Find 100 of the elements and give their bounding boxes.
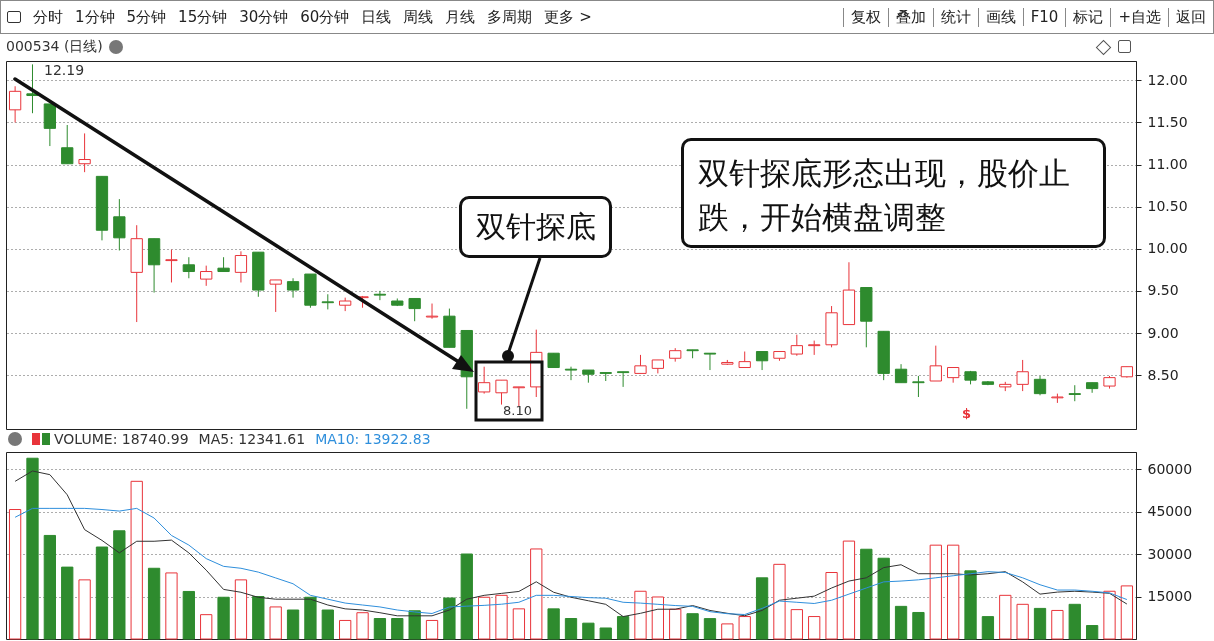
text: 标记 [1065, 7, 1111, 27]
candlestick [408, 297, 421, 322]
candlestick [703, 352, 717, 371]
text: +自选 [1110, 7, 1168, 27]
candlestick [616, 371, 630, 388]
bar [252, 596, 265, 640]
candlestick [634, 354, 647, 374]
bar [894, 605, 908, 640]
y-tick-label: 8.50 [1147, 366, 1179, 383]
annotation: $ [962, 406, 972, 421]
candlestick [894, 363, 908, 384]
text: F10 [1022, 8, 1066, 26]
annotation: 12.19 [44, 62, 85, 78]
y-tick-label: 11.00 [1147, 156, 1188, 173]
candlestick [61, 124, 74, 165]
candlestick [234, 250, 248, 283]
y-tick-label: 9.50 [1147, 282, 1179, 299]
candlestick [8, 85, 22, 123]
text: 1分钟 [74, 7, 116, 27]
bar [599, 627, 612, 640]
y-tick-label: 12.00 [1147, 71, 1188, 88]
text: 5分钟 [125, 7, 168, 27]
bar [147, 567, 161, 640]
bar [755, 577, 769, 640]
bar [964, 570, 977, 640]
y-tick-label: 15000 [1147, 588, 1193, 604]
y-tick-label: 10.00 [1147, 240, 1188, 257]
line-series [14, 507, 1128, 616]
bar [373, 618, 387, 640]
text: 统计 [932, 7, 978, 27]
bar [217, 596, 230, 640]
y-tick-label: 9.00 [1147, 324, 1179, 341]
bar [443, 597, 456, 640]
text: 15分钟 [177, 7, 229, 27]
bar [95, 546, 109, 640]
candlestick [495, 379, 508, 406]
candlestick [182, 256, 195, 279]
bar [616, 616, 630, 640]
candlestick [564, 366, 578, 381]
bar [564, 618, 578, 640]
candlestick [78, 132, 91, 173]
bar [304, 596, 317, 640]
text: 日线 [360, 7, 393, 27]
candlestick [286, 277, 300, 299]
text: 返回 [1168, 7, 1213, 27]
y-tick-label: 60000 [1147, 460, 1193, 477]
text: MA10: 13922.83 [315, 431, 431, 447]
text: MA5: 12341.61 [198, 431, 306, 447]
bar [182, 590, 195, 640]
text: 多周期 [486, 7, 534, 27]
text: 更多 > [543, 7, 593, 27]
candlestick [790, 334, 803, 357]
bar [43, 534, 57, 640]
candlestick [269, 279, 282, 313]
candlestick [1033, 375, 1047, 396]
text: 60分钟 [299, 7, 351, 27]
y-tick-label: 45000 [1147, 503, 1193, 519]
text: 画线 [977, 7, 1023, 27]
bar [391, 618, 404, 640]
bar [912, 611, 925, 640]
candlestick [200, 265, 213, 287]
candlestick [1016, 359, 1029, 392]
bar [321, 609, 334, 640]
chart-title: 000534 (日线) [6, 38, 103, 56]
bar [582, 622, 595, 640]
text: 复权 [842, 7, 888, 27]
bar [61, 566, 74, 640]
candlestick [373, 290, 387, 301]
bar [1033, 607, 1047, 640]
bar [860, 548, 873, 640]
candlestick [113, 198, 126, 251]
annotation: 双针探底 [459, 196, 612, 258]
y-tick-label: 30000 [1147, 545, 1193, 562]
bar [460, 553, 473, 640]
annotation: 8.10 [503, 403, 532, 418]
candlestick [755, 351, 769, 371]
bar [1085, 625, 1099, 640]
candlestick [165, 249, 178, 283]
bar [877, 557, 890, 640]
y-tick-label: 11.50 [1147, 113, 1188, 130]
text: 30分钟 [238, 7, 290, 27]
bar [286, 609, 300, 640]
bar [1068, 603, 1081, 640]
bar [686, 613, 699, 640]
candlestick [26, 63, 39, 114]
bar [703, 618, 717, 640]
bar [408, 610, 421, 640]
legend-label: VOLUME: 18740.99 [54, 431, 189, 447]
candlestick [912, 375, 925, 398]
candlestick [929, 345, 942, 382]
candlestick [425, 303, 439, 320]
text: 周线 [402, 7, 435, 27]
y-tick-label: 10.50 [1147, 198, 1188, 215]
candlestick [512, 386, 526, 407]
text: 分时 [32, 7, 64, 27]
candlestick [478, 366, 491, 395]
bar [981, 616, 995, 640]
bar [26, 457, 39, 640]
bar [547, 608, 560, 640]
annotation: 双针探底形态出现，股价止跌，开始横盘调整 [681, 138, 1106, 248]
